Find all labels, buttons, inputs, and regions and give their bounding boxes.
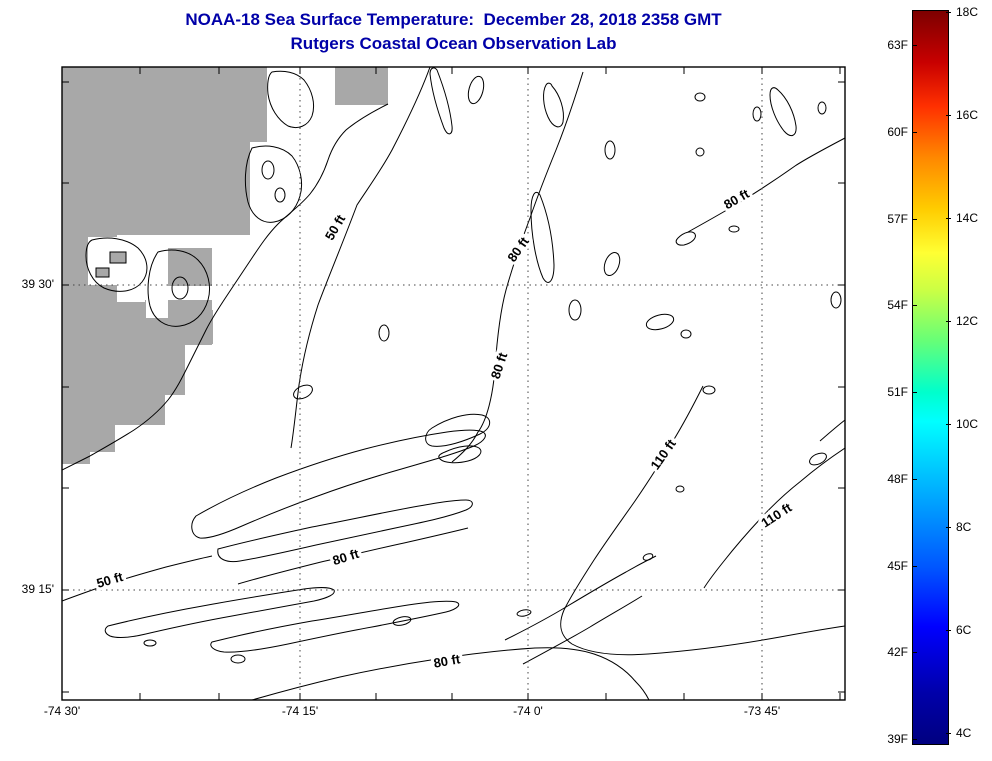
x-tick-label-74-30: -74 30' [43, 704, 81, 718]
colorbar-f-label-48: 48F [862, 472, 917, 486]
x-tick-label-74-15: -74 15' [281, 704, 319, 718]
colorbar-c-label-8: 8C [946, 520, 992, 534]
colorbar-c-label-4: 4C [946, 726, 992, 740]
map-border [61, 66, 846, 701]
colorbar-c-label-12: 12C [946, 314, 992, 328]
depth-contours [62, 67, 845, 700]
contour-110ft-1 [560, 385, 845, 656]
colorbar-f-label-51: 51F [862, 385, 917, 399]
colorbar-c-label-10: 10C [946, 417, 992, 431]
contour-label-80ft-upper-right: 80 ft [721, 186, 752, 213]
contour-label-110ft-1: 110 ft [647, 436, 679, 472]
contour-label-50ft-lower: 50 ft [95, 569, 125, 591]
contour-label-80ft-mid-lower: 80 ft [488, 350, 511, 381]
colorbar-f-label-39: 39F [862, 732, 917, 746]
colorbar-gradient [912, 10, 949, 745]
colorbar-f-label-54: 54F [862, 298, 917, 312]
x-tick-label-74-0: -74 0' [513, 704, 543, 718]
colorbar-c-label-14: 14C [946, 211, 992, 225]
map-content [62, 67, 845, 700]
contour-80ft-lower [237, 527, 469, 585]
contour-label-80ft-lower: 80 ft [331, 546, 362, 568]
colorbar-c-label-18: 18C [946, 5, 992, 19]
axis-ticks [62, 67, 845, 700]
x-tick-label-73-45: -73 45' [743, 704, 781, 718]
page-title: NOAA-18 Sea Surface Temperature: Decembe… [185, 10, 722, 29]
contour-label-80ft-bottom: 80 ft [432, 651, 462, 671]
colorbar-c-label-16: 16C [946, 108, 992, 122]
colorbar-f-label-57: 57F [862, 212, 917, 226]
colorbar-f-label-63: 63F [862, 38, 917, 52]
colorbar-f-label-60: 60F [862, 125, 917, 139]
contour-80ft-upper-right [687, 137, 845, 233]
colorbar-f-label-45: 45F [862, 559, 917, 573]
y-tick-label-39-15: 39 15' [21, 582, 54, 596]
contour-80ft-bottom [251, 647, 650, 700]
land-mass [62, 67, 388, 464]
contour-110ft-2 [703, 447, 845, 589]
contour-50ft-upper [290, 67, 431, 449]
contour-80ft-mid [451, 71, 584, 463]
coastline-contours [62, 70, 389, 471]
page-subtitle: Rutgers Coastal Ocean Observation Lab [290, 34, 617, 53]
contour-50ft-lower [62, 555, 213, 602]
colorbar-f-label-42: 42F [862, 645, 917, 659]
colorbar-c-label-6: 6C [946, 623, 992, 637]
contour-label-110ft-2: 110 ft [758, 499, 795, 530]
y-tick-label-39-30: 39 30' [21, 277, 54, 291]
